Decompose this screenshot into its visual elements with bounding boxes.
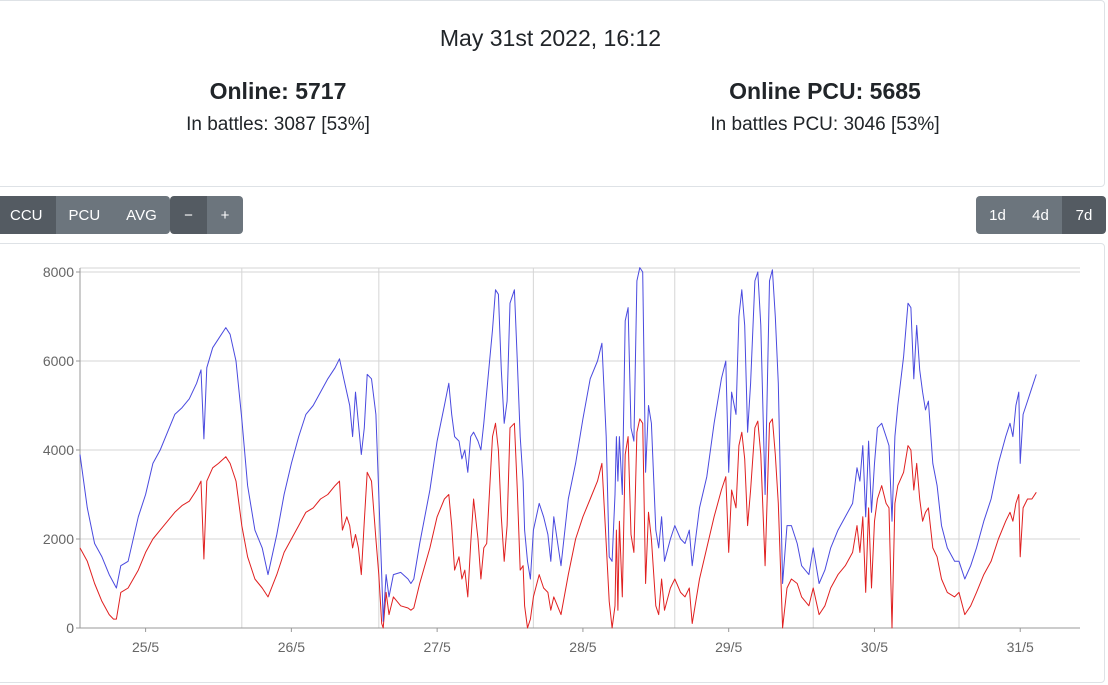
- online-count: Online: 5717: [209, 78, 347, 104]
- timestamp: May 31st 2022, 16:12: [439, 25, 662, 51]
- pcu-button[interactable]: PCU: [55, 196, 114, 234]
- x-tick-label: 28/5: [569, 639, 596, 655]
- in-battles-count: In battles: 3087 [53%]: [186, 114, 370, 135]
- x-tick-label: 31/5: [1007, 639, 1034, 655]
- stats-card: May 31st 2022, 16:12 Online: 5717 In bat…: [0, 0, 1105, 187]
- zoom-out-button[interactable]: −: [170, 196, 207, 234]
- zoom-in-button[interactable]: +: [207, 196, 243, 234]
- chart-card: [0, 243, 1105, 683]
- range-1d-button[interactable]: 1d: [976, 196, 1019, 234]
- online-stats: Online: 5717 In battles: 3087 [53%]: [68, 77, 488, 137]
- x-tick-label: 25/5: [132, 639, 159, 655]
- y-tick-label: 8000: [43, 264, 74, 280]
- avg-button[interactable]: AVG: [113, 196, 170, 234]
- x-tick-label: 27/5: [424, 639, 451, 655]
- battles-series-line: [79, 418, 1037, 629]
- x-tick-label: 30/5: [861, 639, 888, 655]
- y-tick-label: 6000: [43, 353, 74, 369]
- zoom-button-group: − +: [170, 196, 243, 234]
- online-series-line: [79, 267, 1037, 622]
- in-battles-pcu-count: In battles PCU: 3046 [53%]: [710, 114, 940, 135]
- axes: 0 2000 4000 6000 8000 25/5 26/5 27/5 28/5 29/5 30/…: [43, 264, 1080, 655]
- range-7d-button[interactable]: 7d: [1062, 196, 1106, 234]
- series: [79, 267, 1037, 629]
- x-tick-label: 29/5: [715, 639, 742, 655]
- mode-button-group: CCU PCU AVG: [0, 196, 170, 234]
- online-pcu-stats: Online PCU: 5685 In battles PCU: 3046 [5…: [615, 77, 1035, 137]
- grid: [80, 267, 1080, 629]
- range-button-group: 1d 4d 7d: [976, 196, 1106, 234]
- online-pcu-count: Online PCU: 5685: [729, 78, 921, 104]
- ccu-button[interactable]: CCU: [0, 196, 56, 234]
- x-tick-label: 26/5: [278, 639, 305, 655]
- range-4d-button[interactable]: 4d: [1019, 196, 1062, 234]
- y-tick-label: 2000: [43, 531, 74, 547]
- y-tick-label: 4000: [43, 442, 74, 458]
- y-tick-label: 0: [66, 620, 74, 636]
